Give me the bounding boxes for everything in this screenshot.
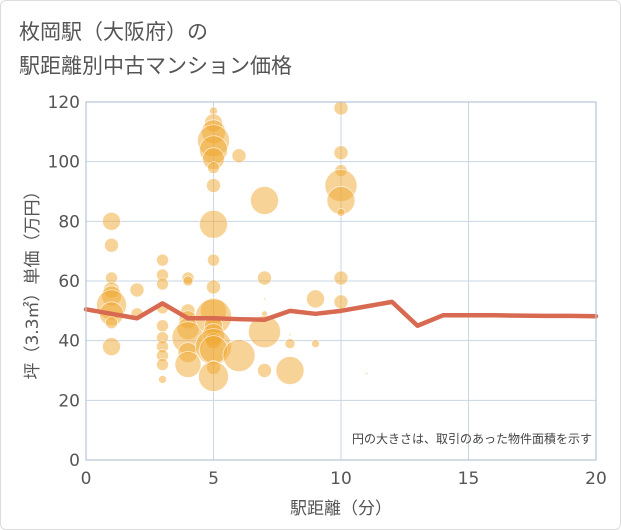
data-bubble xyxy=(275,356,305,385)
data-bubble xyxy=(102,211,121,231)
x-tick-label: 10 xyxy=(330,469,352,489)
data-bubble xyxy=(263,297,266,301)
data-bubble xyxy=(156,358,169,371)
data-bubble xyxy=(248,315,281,349)
tick-labels: 0 5 10 15 20 0 20 40 60 80 100 120 xyxy=(48,93,607,489)
y-tick-label: 120 xyxy=(48,93,80,113)
data-bubble xyxy=(207,253,220,267)
data-bubble xyxy=(250,186,279,215)
x-tick-label: 15 xyxy=(458,469,480,489)
data-bubble xyxy=(222,339,256,372)
data-bubble xyxy=(257,270,272,286)
data-bubble xyxy=(288,333,292,337)
data-bubble xyxy=(257,363,272,378)
data-bubble xyxy=(306,289,325,309)
data-bubble xyxy=(156,253,169,267)
data-bubble xyxy=(207,161,220,175)
data-bubble xyxy=(206,178,221,193)
data-bubble xyxy=(333,270,349,286)
data-bubble xyxy=(156,277,169,291)
data-bubble xyxy=(333,100,349,116)
y-tick-label: 60 xyxy=(58,272,80,292)
data-bubble xyxy=(336,207,346,217)
data-bubble xyxy=(311,339,320,349)
y-tick-label: 0 xyxy=(69,451,80,471)
data-bubble xyxy=(102,337,121,357)
data-bubble xyxy=(156,319,169,333)
data-bubble xyxy=(182,275,194,287)
x-tick-label: 5 xyxy=(208,469,219,489)
average-line-layer xyxy=(83,299,599,328)
data-bubble xyxy=(158,375,167,384)
data-bubble xyxy=(333,294,349,310)
y-axis-title: 坪（3.3㎡）単価（万円） xyxy=(23,182,43,379)
data-bubble xyxy=(104,237,119,253)
data-bubble xyxy=(174,351,202,378)
data-bubble xyxy=(284,338,296,350)
data-bubble xyxy=(231,148,247,164)
y-tick-label: 40 xyxy=(58,332,80,352)
data-bubble xyxy=(365,372,368,375)
data-bubble xyxy=(206,279,221,295)
x-axis-title: 駅距離（分） xyxy=(290,499,392,519)
y-tick-label: 80 xyxy=(58,212,80,232)
bubble-size-note: 円の大きさは、取引のあった物件面積を示す xyxy=(352,431,592,446)
x-tick-label: 0 xyxy=(81,469,92,489)
data-bubble xyxy=(198,361,229,392)
data-bubble xyxy=(333,145,349,161)
y-tick-label: 100 xyxy=(48,153,80,173)
y-tick-label: 20 xyxy=(58,391,80,411)
x-tick-label: 20 xyxy=(585,469,607,489)
average-price-line xyxy=(83,299,599,328)
chart-title: 枚岡駅（大阪府）の 駅距離別中古マンション価格 xyxy=(19,20,292,78)
data-bubble xyxy=(199,209,228,239)
data-bubble xyxy=(105,316,118,330)
data-bubble xyxy=(129,282,145,298)
plot-frame xyxy=(85,101,597,461)
